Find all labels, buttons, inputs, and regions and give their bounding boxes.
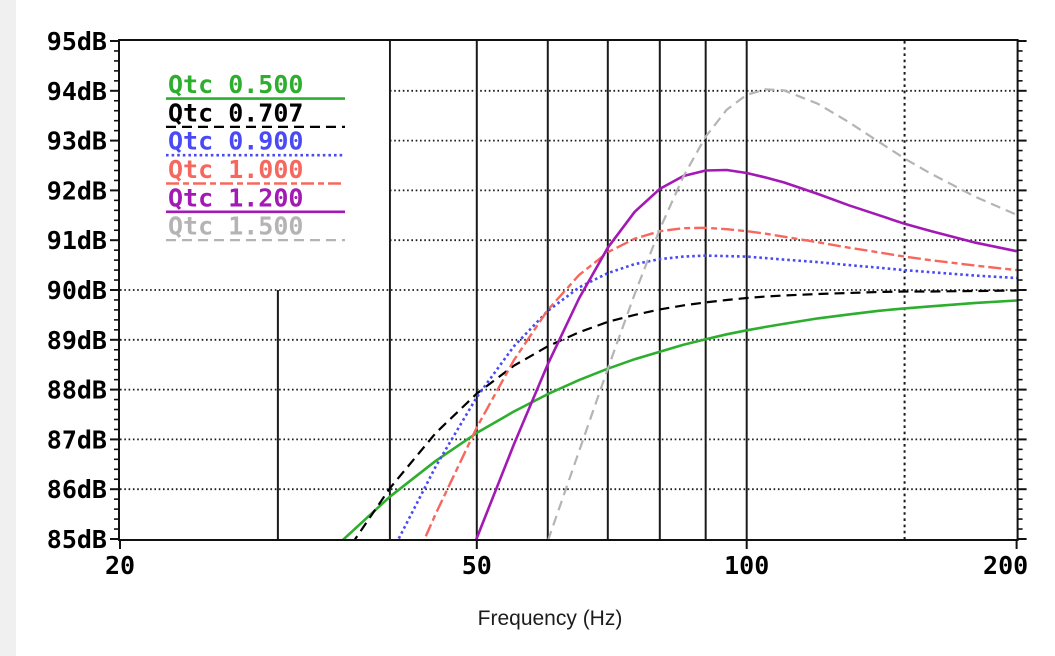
y-tick-label-94: 94dB <box>47 77 107 106</box>
y-tick-label-95: 95dB <box>47 27 107 56</box>
curve-qtc-1.200 <box>475 168 1017 539</box>
legend-label-5: Qtc 1.500 <box>168 212 303 241</box>
curve-qtc-0.900 <box>397 254 1017 539</box>
y-tick-label-93: 93dB <box>47 127 107 156</box>
curve-qtc-1.000 <box>423 226 1017 539</box>
curve-qtc-1.500 <box>547 88 1018 539</box>
axis-ticks <box>110 40 1027 549</box>
x-axis-title: Frequency (Hz) <box>478 607 623 630</box>
legend-label-3: Qtc 1.000 <box>168 155 303 184</box>
legend-label-1: Qtc 0.707 <box>168 98 303 127</box>
y-tick-label-91: 91dB <box>47 226 107 255</box>
x-tick-label-20: 20 <box>105 551 135 580</box>
legend-label-0: Qtc 0.500 <box>168 70 303 99</box>
y-tick-label-88: 88dB <box>47 376 107 405</box>
y-tick-label-89: 89dB <box>47 326 107 355</box>
legend-label-4: Qtc 1.200 <box>168 183 303 212</box>
y-tick-label-92: 92dB <box>47 176 107 205</box>
x-tick-label-200: 200 <box>983 551 1028 580</box>
window-left-edge <box>0 0 16 656</box>
legend-label-2: Qtc 0.900 <box>168 127 303 156</box>
curve-qtc-0.707 <box>353 289 1017 539</box>
x-tick-label-50: 50 <box>462 551 492 580</box>
x-axis-labels: 20 50 100 200 <box>105 551 1028 580</box>
y-tick-label-87: 87dB <box>47 425 107 454</box>
curve-qtc-0.500 <box>341 299 1017 539</box>
response-curves <box>341 88 1018 539</box>
y-tick-label-85: 85dB <box>47 525 107 554</box>
gridlines <box>120 41 1017 539</box>
x-tick-label-100: 100 <box>724 551 769 580</box>
legend-background <box>121 42 389 289</box>
y-tick-label-90: 90dB <box>47 276 107 305</box>
y-axis-labels: 95dB 94dB 93dB 92dB 91dB 90dB 89dB 88dB 87dB 86dB… <box>47 27 107 554</box>
y-tick-label-86: 86dB <box>47 475 107 504</box>
